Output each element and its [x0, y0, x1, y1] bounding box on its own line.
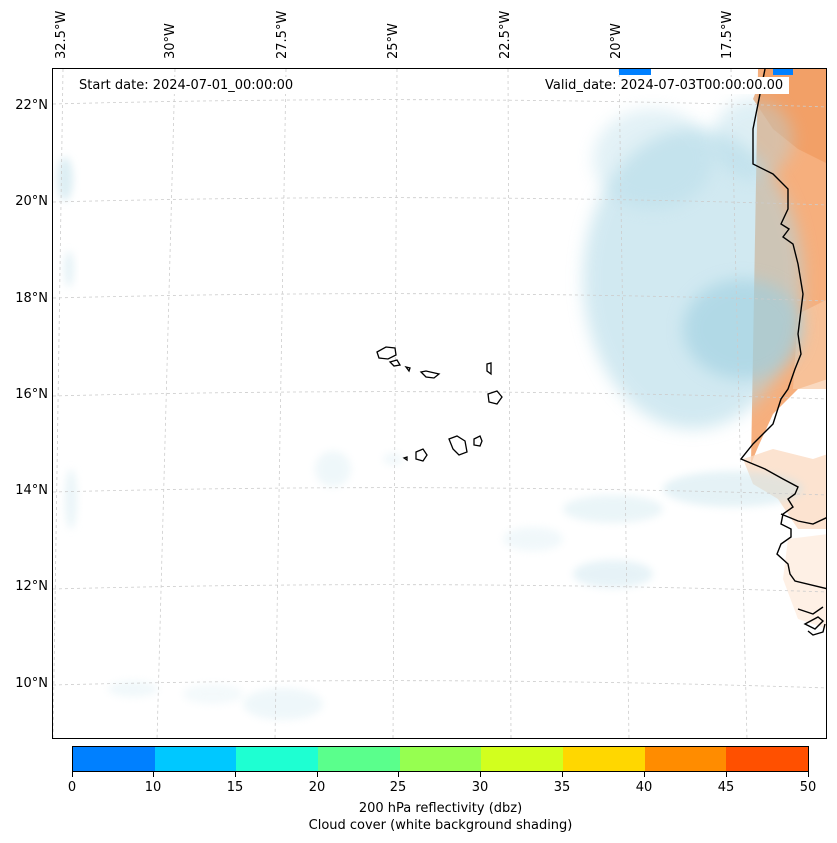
coastline [739, 69, 826, 636]
lat-label: 16°N [15, 387, 48, 402]
lon-label: 22.5°W [498, 10, 513, 59]
cloud-shading [57, 99, 803, 720]
lon-label: 20°W [609, 23, 624, 59]
start-date-label: Start date: 2024-07-01_00:00:00 [73, 77, 300, 94]
lon-label: 30°W [163, 23, 178, 59]
lat-label: 20°N [15, 194, 48, 209]
colorbar-segment [726, 747, 809, 771]
graticule [53, 69, 826, 738]
colorbar-tickmark [153, 772, 154, 777]
colorbar-segment [644, 747, 727, 771]
colorbar-label: 200 hPa reflectivity (dbz) [358, 801, 523, 816]
map-svg [53, 69, 826, 738]
colorbar-tick-label: 20 [308, 780, 326, 795]
colorbar-tickmark [726, 772, 727, 777]
colorbar-sublabel: Cloud cover (white background shading) [308, 818, 573, 833]
lat-label: 22°N [15, 98, 48, 113]
colorbar-tick-label: 50 [799, 780, 817, 795]
colorbar-segment [563, 747, 645, 771]
cape-verde-islands [376, 346, 503, 462]
colorbar [72, 746, 809, 772]
lat-label: 14°N [15, 483, 48, 498]
colorbar-tickmark [235, 772, 236, 777]
lon-label: 32.5°W [54, 10, 69, 59]
colorbar-segment [73, 747, 155, 771]
colorbar-tick-label: 45 [717, 780, 735, 795]
colorbar-tick-label: 25 [389, 780, 407, 795]
colorbar-tickmark [480, 772, 481, 777]
reflectivity-patch [619, 69, 651, 75]
colorbar-tickmark [562, 772, 563, 777]
colorbar-tick-label: 0 [67, 780, 77, 795]
colorbar-segment [318, 747, 400, 771]
valid-date-label: Valid_date: 2024-07-03T00:00:00.00 [539, 77, 790, 94]
colorbar-segment [481, 747, 564, 771]
colorbar-tickmark [398, 772, 399, 777]
colorbar-segment [154, 747, 237, 771]
colorbar-tickmark [317, 772, 318, 777]
colorbar-tick-label: 40 [635, 780, 653, 795]
colorbar-tick-label: 35 [553, 780, 571, 795]
colorbar-tick-label: 15 [226, 780, 244, 795]
colorbar-tickmark [72, 772, 73, 777]
colorbar-segment [236, 747, 319, 771]
colorbar-tickmark [808, 772, 809, 777]
lon-label: 27.5°W [275, 10, 290, 59]
lon-label: 25°W [386, 23, 401, 59]
lat-label: 12°N [15, 579, 48, 594]
colorbar-segment [399, 747, 482, 771]
reflectivity-patch [773, 69, 793, 75]
lat-label: 10°N [15, 676, 48, 691]
lat-label: 18°N [15, 291, 48, 306]
map-canvas [52, 68, 827, 739]
colorbar-tickmark [644, 772, 645, 777]
colorbar-tick-label: 30 [471, 780, 489, 795]
lon-label: 17.5°W [720, 10, 735, 59]
colorbar-tick-label: 10 [144, 780, 162, 795]
